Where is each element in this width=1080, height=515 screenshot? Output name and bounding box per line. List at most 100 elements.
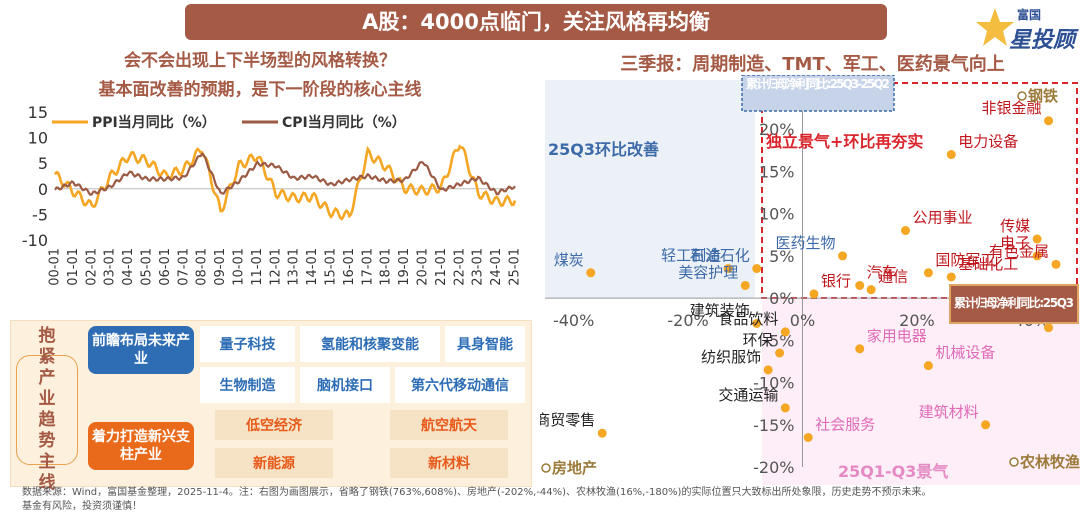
- industry-cell: 量子科技: [200, 326, 295, 362]
- x-tick-label: 17-01: [360, 248, 375, 286]
- point-label: 家用电器: [867, 327, 927, 345]
- legend-cpi-label: CPI当月同比（%）: [282, 114, 406, 131]
- scatter-point: [838, 251, 848, 261]
- scatter-point: [763, 365, 773, 375]
- x-tick-label: 04-01: [121, 248, 136, 286]
- y-tick-label: 15: [28, 103, 48, 122]
- scatter-point: [1044, 116, 1054, 126]
- scatter-point: [1051, 259, 1061, 269]
- x-tick-label: 12-01: [268, 248, 283, 286]
- scatter-point: [780, 327, 790, 337]
- point-label: 纺织服饰: [701, 348, 761, 366]
- scatter-point: [809, 289, 819, 299]
- y-tick-label: -5: [32, 205, 48, 224]
- ppi-line: [53, 144, 517, 221]
- y-tick-label: 20%: [759, 120, 795, 139]
- scatter-point: [803, 432, 813, 442]
- x-tick-label: 15-01: [324, 248, 339, 286]
- point-label: 交通运输: [718, 386, 778, 404]
- y-tick-label: 5%: [769, 247, 794, 266]
- box-right-label: 累计归母净利同比:25Q3: [954, 295, 1074, 310]
- x-tick-label: 08-01: [195, 248, 210, 286]
- y-tick-label: 5: [38, 154, 48, 173]
- x-tick-label: 14-01: [305, 248, 320, 286]
- x-tick-label: 13-01: [287, 248, 302, 286]
- y-tick-label: 10%: [759, 205, 795, 224]
- x-tick-label: 09-01: [213, 248, 228, 286]
- point-label: 电子: [1000, 234, 1030, 252]
- box-right: [949, 284, 1079, 324]
- point-label: 国防军工: [935, 251, 995, 269]
- point-label: 美容护理: [678, 263, 738, 281]
- y-tick-label: -15%: [753, 416, 794, 435]
- y-tick-label: -20%: [753, 458, 794, 477]
- scatter-point: [752, 318, 762, 328]
- x-tick-label: 00-01: [48, 248, 63, 286]
- scatter-point: [923, 268, 933, 278]
- x-tick-label: -40%: [553, 311, 594, 330]
- brand-logo: 富国 星投顾: [975, 4, 1075, 56]
- x-tick-label: 21-01: [434, 248, 449, 286]
- edge-marker-label: 农林牧渔: [1019, 453, 1080, 471]
- scatter-point: [1032, 251, 1042, 261]
- x-tick-label: 25-01: [508, 248, 523, 286]
- x-tick-label: 18-01: [379, 248, 394, 286]
- point-label: 食品饮料: [718, 310, 778, 328]
- brand-main-text: 星投顾: [1009, 28, 1076, 53]
- point-label: 商贸零售: [540, 411, 595, 429]
- scatter-point: [740, 280, 750, 290]
- box-top-label: 累计归母净利同比:25Q3-25Q2: [746, 76, 890, 91]
- scatter-point: [723, 264, 733, 274]
- independent-label: 独立景气+环比再夯实: [766, 132, 923, 151]
- x-tick-label: 20-01: [416, 248, 431, 286]
- edge-marker-dot: [1009, 457, 1019, 467]
- scatter-point: [855, 344, 865, 354]
- improve-label: 25Q3环比改善: [548, 140, 659, 159]
- industry-cell: 航空航天: [390, 410, 508, 440]
- x-tick-label: 02-01: [84, 248, 99, 286]
- industry-cell: 脑机接口: [300, 367, 390, 403]
- x-tick-label: 22-01: [452, 248, 467, 286]
- x-tick-label: 03-01: [103, 248, 118, 286]
- x-tick-label: 20%: [899, 311, 935, 330]
- point-label: 建筑装饰: [690, 301, 750, 319]
- point-label: 煤炭: [554, 251, 584, 269]
- y-tick-label: 10: [28, 129, 48, 148]
- box-top: [741, 75, 895, 112]
- point-label: 传媒: [1000, 217, 1030, 235]
- hold-label: 抱紧产业趋势主线: [16, 326, 78, 493]
- x-tick-label: 07-01: [176, 248, 191, 286]
- point-label: 通信: [878, 268, 908, 286]
- scatter-point: [855, 280, 865, 290]
- x-tick-label: 16-01: [342, 248, 357, 286]
- industry-cell: 具身智能: [445, 326, 525, 362]
- category-future: 前瞻布局未来产业: [88, 326, 194, 374]
- cpi-line: [54, 152, 516, 197]
- left-title-line1: 会不会出现上下半场型的风格转换？: [124, 51, 396, 71]
- scatter-point: [901, 226, 910, 236]
- x-tick-label: 05-01: [140, 248, 155, 286]
- industry-cell: 氢能和核聚变能: [300, 326, 440, 362]
- y-tick-label: 0: [38, 180, 48, 199]
- y-tick-label: -10: [22, 231, 48, 250]
- legend-ppi-label: PPI当月同比（%）: [92, 114, 216, 131]
- point-label: 银行: [821, 272, 851, 290]
- x-tick-label: 0%: [790, 311, 815, 330]
- page-title-banner: A股：4000点临门，关注风格再均衡: [185, 4, 887, 40]
- scatter-point: [775, 348, 785, 358]
- scatter-point: [923, 361, 933, 371]
- footer-note: 数据来源：Wind，富国基金整理，2025-11-4。注：右图为画图展示，省略了…: [22, 487, 932, 498]
- left-title-line2: 基本面改善的预期，是下一阶段的核心主线: [98, 80, 422, 100]
- x-tick-label: 10-01: [232, 248, 247, 286]
- point-label: 轻工制造: [661, 247, 721, 265]
- x-tick-label: 01-01: [66, 248, 81, 286]
- point-label: 环保: [743, 331, 773, 349]
- footer-risk: 基金有风险，投资须谨慎！: [22, 501, 142, 512]
- scatter-point: [1044, 323, 1054, 333]
- scatter-point: [946, 150, 956, 160]
- point-label: 公用事业: [913, 209, 973, 227]
- scatter-point: [1032, 234, 1042, 244]
- point-label: 非银金融: [982, 99, 1042, 117]
- brand-top-text: 富国: [1017, 8, 1042, 22]
- scatter-point: [586, 268, 596, 278]
